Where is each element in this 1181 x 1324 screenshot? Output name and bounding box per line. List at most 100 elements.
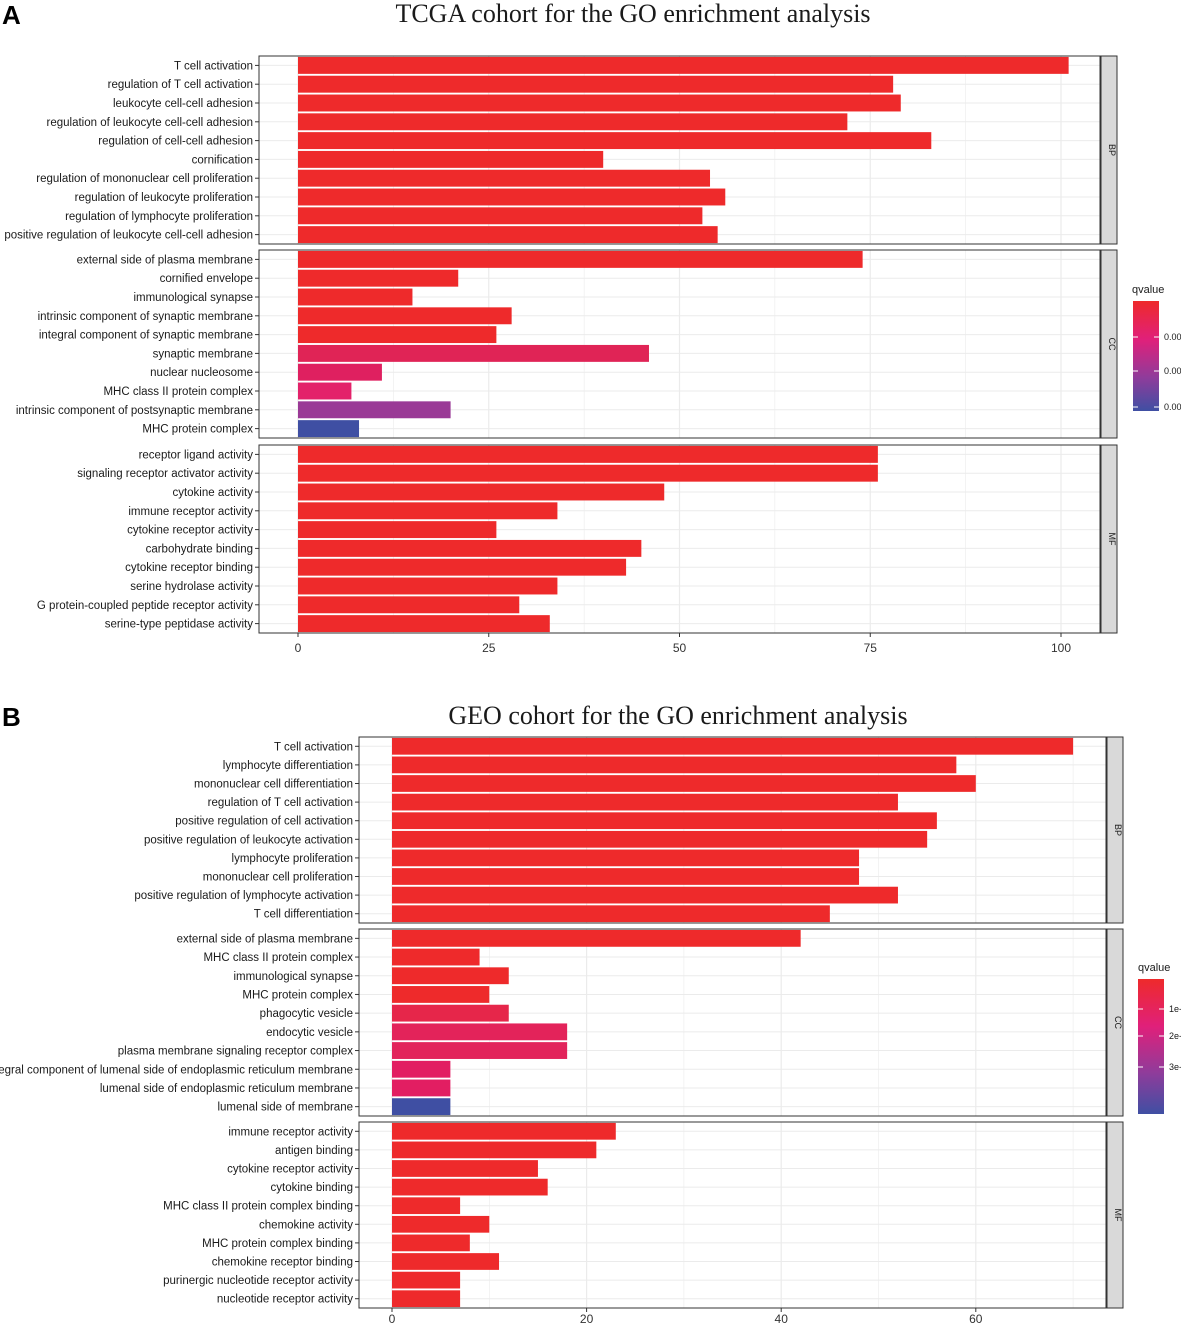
facet-bp: T cell activation lymphocyte differentiat…	[134, 736, 1124, 924]
bar	[298, 226, 718, 244]
facet-frame	[258, 249, 1101, 439]
bar	[298, 288, 413, 306]
legend-tick-label: 0.003	[1164, 402, 1181, 412]
category-label: cytokine binding	[271, 1182, 353, 1194]
category-label: cytokine receptor binding	[125, 562, 253, 574]
bar	[392, 830, 928, 848]
facet-strip-label: MF	[1107, 533, 1117, 546]
bar	[392, 1178, 548, 1196]
bar	[298, 75, 894, 93]
bar	[392, 1160, 538, 1177]
bar	[392, 886, 898, 904]
facet-strip	[1100, 55, 1118, 245]
legend-tick-label: 2e-04	[1169, 1031, 1181, 1041]
x-tick-label: 40	[775, 1312, 789, 1324]
bar	[392, 756, 957, 774]
category-label: positive regulation of lymphocyte activa…	[134, 890, 353, 902]
facet-background	[359, 929, 1106, 1116]
bar	[298, 615, 550, 633]
category-label: immune receptor activity	[128, 506, 253, 518]
category-label: regulation of T cell activation	[208, 797, 353, 809]
bar	[298, 188, 726, 206]
category-label: MHC class II protein complex	[203, 952, 353, 964]
category-label: regulation of leukocyte cell-cell adhesi…	[47, 117, 253, 129]
category-label: integral component of synaptic membrane	[39, 330, 253, 342]
category-label: chemokine activity	[259, 1219, 353, 1231]
bar	[392, 1060, 451, 1078]
category-label: T cell activation	[174, 60, 253, 72]
chart-title: GEO cohort for the GO enrichment analysi…	[448, 701, 907, 730]
legend-title: qvalue	[1132, 284, 1164, 296]
bar	[392, 775, 976, 792]
qvalue-legend: qvalue 0.001 0.002 0.003	[1132, 284, 1181, 412]
category-label: regulation of cell-cell adhesion	[98, 136, 253, 148]
x-tick-label: 75	[864, 641, 878, 655]
category-label: cornified envelope	[160, 273, 253, 285]
qvalue-legend: qvalue 1e-04 2e-04 3e-04	[1138, 962, 1181, 1114]
facet-strip-label: CC	[1113, 1016, 1123, 1029]
category-label: MHC class II protein complex	[103, 386, 253, 398]
facet-cc: external side of plasma membrane cornifie…	[16, 249, 1118, 439]
bar	[298, 132, 932, 150]
category-label: intrinsic component of postsynaptic memb…	[16, 405, 253, 417]
bar	[298, 483, 665, 501]
bar	[298, 150, 604, 168]
facet-strip-label: BP	[1113, 824, 1123, 836]
bar	[392, 1234, 470, 1252]
bar	[392, 1004, 509, 1022]
x-tick-label: 50	[673, 641, 687, 655]
chart-panel-b: B GEO cohort for the GO enrichment analys…	[0, 701, 1181, 1324]
bar	[392, 849, 860, 867]
legend-colorbar	[1133, 301, 1159, 411]
category-label: T cell differentiation	[254, 909, 353, 921]
bar	[392, 793, 898, 811]
facet-frame	[358, 736, 1107, 924]
bar	[298, 207, 703, 225]
x-tick-label: 25	[482, 641, 496, 655]
bar	[392, 1215, 490, 1233]
bar	[392, 737, 1074, 755]
category-label: T cell activation	[274, 741, 353, 753]
category-label: lymphocyte differentiation	[223, 760, 353, 772]
bar	[392, 1122, 616, 1140]
legend-title: qvalue	[1138, 962, 1170, 974]
chart-panel-a: A TCGA cohort for the GO enrichment analy…	[2, 0, 1181, 655]
bar	[298, 382, 352, 400]
category-label: immunological synapse	[233, 971, 353, 983]
category-label: cytokine activity	[172, 487, 253, 499]
category-label: positive regulation of cell activation	[175, 816, 353, 828]
bar	[392, 868, 860, 885]
bar	[298, 363, 382, 381]
chart-title: TCGA cohort for the GO enrichment analys…	[395, 0, 870, 28]
bar	[392, 1290, 461, 1308]
bar	[392, 1042, 568, 1059]
facet-strip	[1106, 736, 1124, 924]
facet-mf: immune receptor activity antigen binding c…	[163, 1121, 1124, 1309]
category-label: antigen binding	[275, 1145, 353, 1157]
bar	[298, 464, 878, 482]
bar	[298, 420, 360, 438]
category-label: endocytic vesicle	[266, 1027, 353, 1039]
category-label: mononuclear cell proliferation	[203, 872, 353, 884]
category-label: cytokine receptor activity	[127, 525, 253, 537]
category-label: MHC class II protein complex binding	[163, 1201, 353, 1213]
facet-strip-label: BP	[1107, 144, 1117, 156]
category-label: carbohydrate binding	[146, 543, 253, 555]
bar	[298, 521, 497, 539]
category-label: integral component of lumenal side of en…	[0, 1064, 353, 1076]
category-label: leukocyte cell-cell adhesion	[113, 98, 253, 110]
x-tick-label: 0	[295, 641, 302, 655]
facet-cc: external side of plasma membrane MHC clas…	[0, 928, 1124, 1117]
category-label: regulation of lymphocyte proliferation	[65, 211, 253, 223]
category-label: nuclear nucleosome	[150, 367, 253, 379]
bar	[298, 269, 459, 287]
category-label: lumenal side of membrane	[217, 1102, 353, 1114]
bar	[298, 344, 649, 362]
facet-frame	[258, 55, 1101, 245]
category-label: immunological synapse	[133, 292, 253, 304]
facet-strip	[1106, 928, 1124, 1117]
category-label: signaling receptor activator activity	[77, 468, 253, 480]
category-label: receptor ligand activity	[139, 449, 254, 461]
legend-colorbar	[1138, 979, 1164, 1114]
